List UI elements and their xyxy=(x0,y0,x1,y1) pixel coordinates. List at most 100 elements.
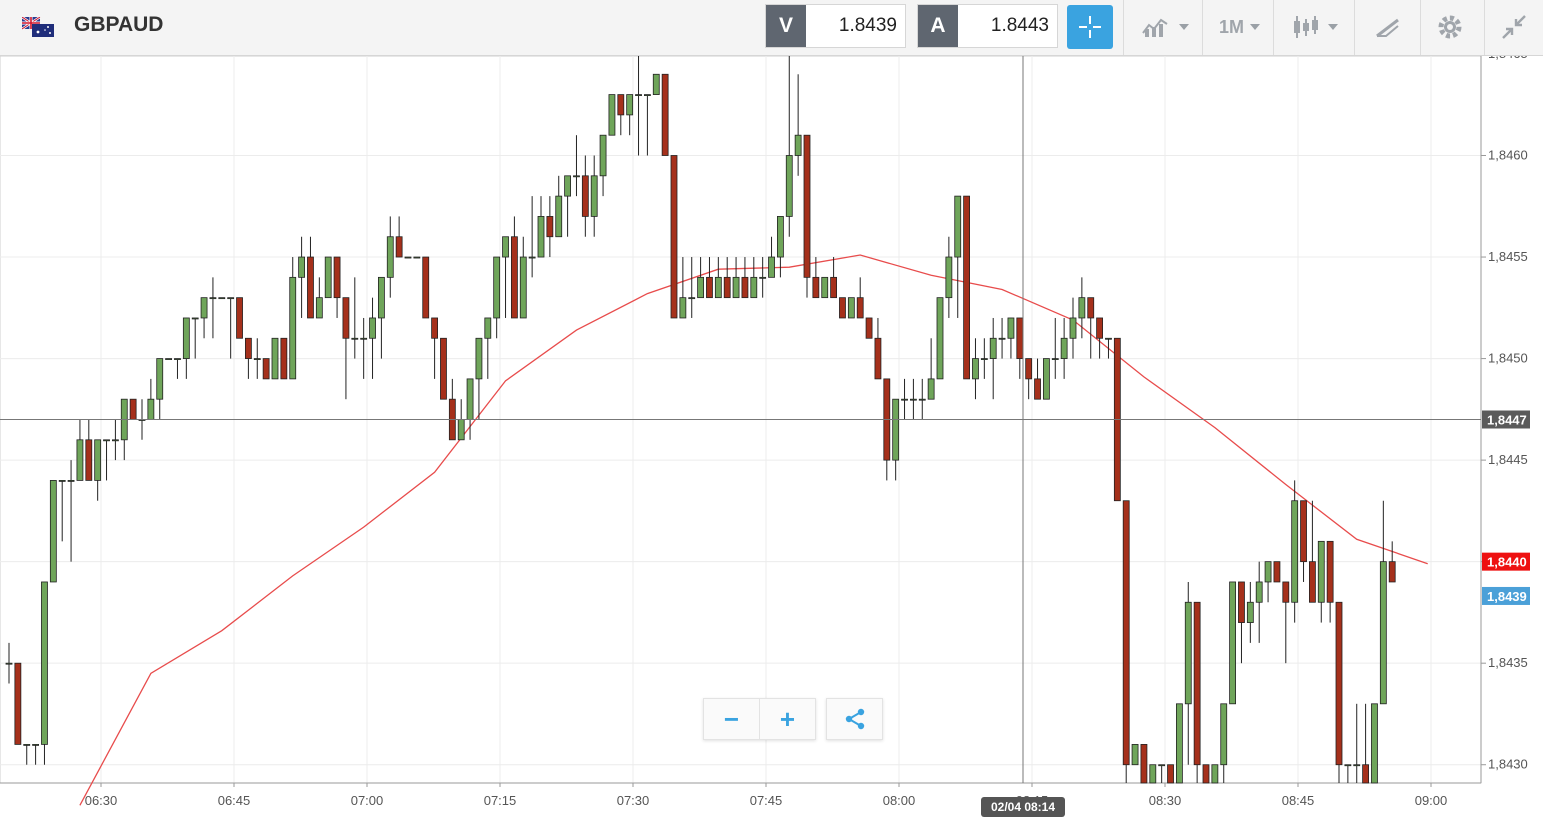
candle-body xyxy=(218,297,226,300)
candle-body xyxy=(94,439,102,481)
candle-body xyxy=(129,398,137,420)
candle-body xyxy=(599,134,607,177)
candle-body xyxy=(1220,703,1228,766)
candle-body xyxy=(750,276,758,299)
crosshair-button[interactable] xyxy=(1067,5,1113,49)
candle-body xyxy=(635,94,642,96)
candle-body xyxy=(182,317,190,359)
candle-body xyxy=(1388,561,1396,583)
collapse-icon xyxy=(1502,15,1526,39)
candle-body xyxy=(803,134,811,278)
candle-body xyxy=(945,256,953,299)
x-tick-label: 07:15 xyxy=(484,793,517,808)
candle-body xyxy=(236,297,243,339)
candle-body xyxy=(741,276,749,299)
candle-body xyxy=(1096,317,1103,339)
candle-body xyxy=(156,358,164,400)
candle-body xyxy=(165,358,173,360)
candle-body xyxy=(1051,358,1059,360)
share-control xyxy=(826,698,883,740)
zoom-out-button[interactable]: − xyxy=(704,699,760,739)
bid-price-tag-bg xyxy=(1482,586,1530,605)
share-button[interactable] xyxy=(827,699,882,739)
candle-body xyxy=(1255,581,1263,603)
candle-body xyxy=(510,236,518,319)
candle-body xyxy=(307,256,314,319)
candle-body xyxy=(493,256,501,319)
candle-body xyxy=(253,358,261,360)
candle-body xyxy=(661,73,669,156)
candle-body xyxy=(85,439,93,481)
candle-body xyxy=(706,276,713,299)
candle-body xyxy=(564,175,571,197)
candle-body xyxy=(502,236,509,258)
candle-body xyxy=(342,297,350,339)
candle-body xyxy=(927,378,935,400)
candle-body xyxy=(1158,764,1166,767)
candle-body xyxy=(67,480,75,482)
candle-body xyxy=(998,337,1006,340)
candle-body xyxy=(271,337,279,380)
candle-body xyxy=(1246,601,1254,623)
settings-button[interactable] xyxy=(1430,5,1470,49)
candle-body xyxy=(14,662,22,745)
candle-body xyxy=(244,337,252,359)
candle-body xyxy=(670,155,678,319)
candle-body xyxy=(41,581,48,745)
timeframe-select[interactable]: 1M xyxy=(1212,5,1267,49)
candle-body xyxy=(856,297,864,319)
candle-body xyxy=(1264,561,1272,583)
candle-body xyxy=(76,439,84,481)
candle-body xyxy=(537,216,545,258)
drawing-tools-button[interactable] xyxy=(1365,5,1410,49)
candle-body xyxy=(227,297,235,300)
candle-body xyxy=(422,256,430,319)
candle-body xyxy=(1078,297,1086,319)
candle-body xyxy=(23,744,31,746)
candle-body xyxy=(1371,703,1378,784)
candle-body xyxy=(324,256,332,299)
price-chart[interactable]: 1,8465 1,8460 1,8455 1,8450 1,8445 1,8440 1,84… xyxy=(0,56,1543,831)
candle-body xyxy=(1317,540,1325,603)
sell-quote[interactable]: V 1.8439 xyxy=(765,4,906,48)
crosshair-icon xyxy=(1079,16,1101,38)
candle-body xyxy=(457,419,465,441)
x-tick-label: 08:00 xyxy=(883,793,916,808)
buy-price: 1.8443 xyxy=(990,15,1049,36)
candle-body xyxy=(103,439,110,442)
candle-body xyxy=(528,256,536,259)
candle-body xyxy=(315,297,323,319)
candle-body xyxy=(874,337,882,380)
candle-body xyxy=(714,276,722,299)
x-tick-label: 07:00 xyxy=(351,793,384,808)
buy-label: A xyxy=(918,5,958,47)
zoom-in-button[interactable]: + xyxy=(779,703,796,734)
candle-body xyxy=(5,662,13,665)
candle-body xyxy=(1335,601,1343,766)
candle-body xyxy=(1379,561,1387,705)
crosshair-time-label: 02/04 08:14 xyxy=(991,800,1055,814)
candle-body xyxy=(617,94,625,116)
candle-body xyxy=(1043,358,1050,400)
candle-body xyxy=(723,276,731,299)
buy-quote[interactable]: A 1.8443 xyxy=(917,4,1058,48)
candle-body xyxy=(484,317,492,339)
collapse-button[interactable] xyxy=(1494,5,1534,49)
candle-body xyxy=(590,175,598,217)
candle-body xyxy=(608,94,616,136)
candle-body xyxy=(555,195,563,238)
chart-type-button[interactable] xyxy=(1135,5,1195,49)
x-tick-label: 08:30 xyxy=(1149,793,1182,808)
x-tick-label: 08:45 xyxy=(1282,793,1315,808)
candles-button[interactable] xyxy=(1285,5,1345,49)
x-tick-label: 06:30 xyxy=(85,793,118,808)
x-tick-label: 09:00 xyxy=(1415,793,1448,808)
candle-body xyxy=(936,297,944,380)
candle-body xyxy=(980,358,988,360)
candle-body xyxy=(910,398,917,401)
candle-body xyxy=(1007,317,1015,339)
candle-body xyxy=(1309,561,1316,603)
candle-body xyxy=(1149,764,1157,784)
candle-body xyxy=(1344,764,1352,767)
y-tick-label: 1,8445 xyxy=(1488,452,1528,467)
